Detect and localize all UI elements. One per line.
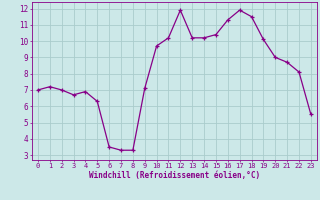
X-axis label: Windchill (Refroidissement éolien,°C): Windchill (Refroidissement éolien,°C) <box>89 171 260 180</box>
